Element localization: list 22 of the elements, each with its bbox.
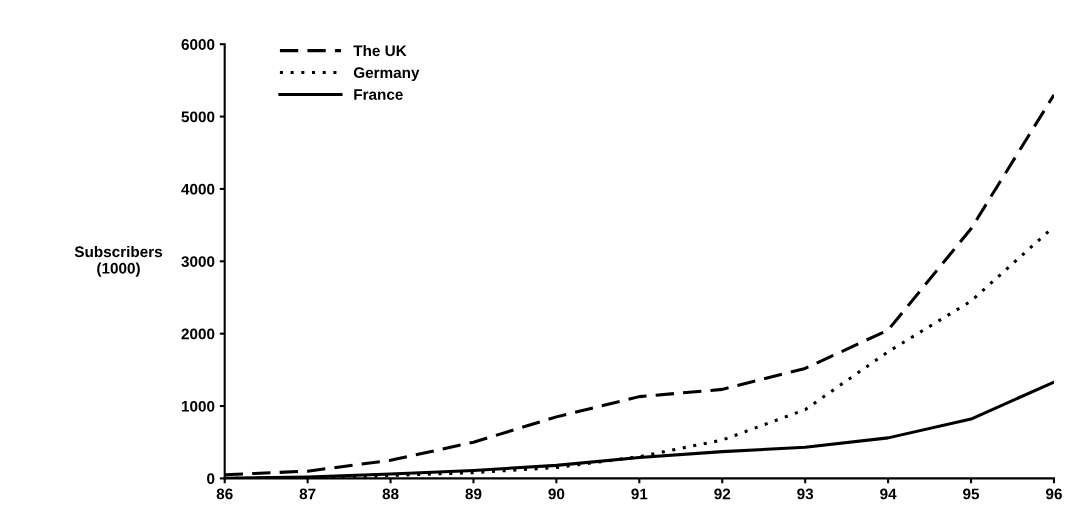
x-tick-label: 96	[1045, 488, 1062, 500]
x-tick-label: 89	[465, 488, 482, 500]
x-tick-label: 88	[382, 488, 399, 500]
x-tick-label: 92	[714, 488, 731, 500]
y-tick-label: 6000	[181, 39, 215, 50]
legend-label: Germany	[353, 67, 420, 82]
x-tick-label: 94	[880, 488, 897, 500]
x-tick-label: 93	[797, 488, 814, 500]
legend-label: The UK	[353, 44, 407, 57]
x-tick-label: 95	[963, 488, 980, 500]
x-tick-label: 87	[299, 488, 316, 500]
x-tick-label: 90	[548, 488, 565, 500]
y-tick-label: 3000	[181, 256, 215, 268]
legend-label: France	[354, 89, 403, 100]
y-tick-label: 2000	[181, 328, 215, 340]
x-tick-label: 86	[216, 488, 233, 500]
y-tick-label: 0	[207, 473, 215, 485]
y-tick-label: 5000	[181, 111, 215, 123]
y-tick-label: 4000	[181, 183, 215, 195]
x-tick-label: 91	[631, 488, 648, 500]
y-tick-label: 1000	[181, 400, 215, 412]
y-axis-title: Subscribers (1000)	[74, 245, 163, 277]
